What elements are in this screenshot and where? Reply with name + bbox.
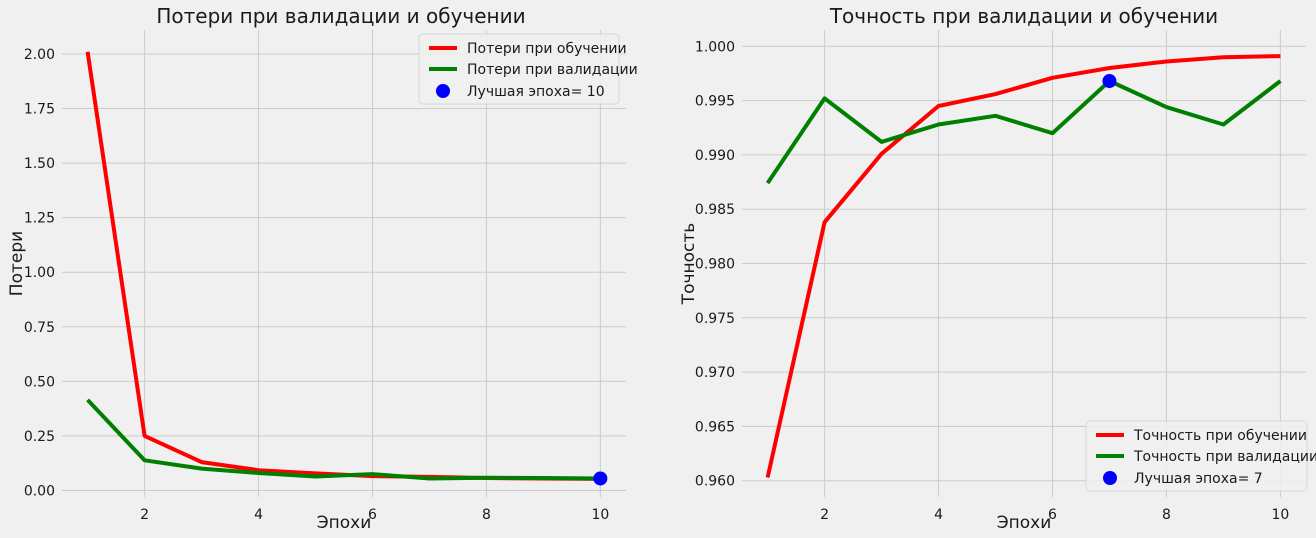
y-tick-label: 0.990: [695, 148, 735, 164]
legend-label: Точность при обучении: [1133, 428, 1307, 444]
x-tick-label: 10: [1271, 507, 1289, 523]
y-tick-label: 0.00: [24, 483, 55, 499]
y-tick-label: 0.965: [695, 419, 735, 435]
x-tick-label: 10: [591, 507, 609, 523]
y-axis-label: Точность: [679, 223, 699, 306]
legend-box: [1085, 420, 1308, 492]
legend-label: Лучшая эпоха= 7: [1134, 471, 1263, 487]
accuracy-chart: 2 4 6 8 10 0.960 0.965 0.970 0.975 0.980 0.985 0.99…: [679, 4, 1316, 533]
loss-chart: 2 4 6 8 10 0.00 0.25 0.50 0.75 1.00 1.25 1.50 1.75 2.…: [7, 4, 638, 533]
x-tick-label: 2: [820, 507, 829, 523]
x-tick-label: 2: [140, 507, 149, 523]
y-tick-label: 0.75: [24, 320, 55, 336]
y-tick-label: 0.960: [695, 474, 735, 490]
y-tick-label: 0.50: [24, 374, 55, 390]
legend-label: Точность при валидации: [1133, 449, 1316, 465]
y-tick-label: 0.980: [695, 257, 735, 273]
chart-title: Потери при валидации и обучении: [156, 4, 525, 28]
legend: Точность при обучении Точность при валида…: [1085, 420, 1316, 492]
legend-label: Лучшая эпоха= 10: [467, 84, 605, 100]
legend-label: Потери при обучении: [467, 41, 627, 57]
series-line-validation: [765, 79, 1282, 185]
x-axis-label: Эпохи: [317, 513, 372, 533]
y-tick-label: 2.00: [24, 47, 55, 63]
y-tick-label: 0.25: [24, 429, 55, 445]
y-tick-label: 0.995: [695, 94, 735, 110]
x-axis-label: Эпохи: [997, 513, 1052, 533]
series-line-train: [85, 51, 601, 481]
x-tick-label: 4: [254, 507, 263, 523]
y-tick-label: 0.985: [695, 202, 735, 218]
x-tick-label: 8: [1162, 507, 1171, 523]
best-epoch-marker: [593, 471, 608, 486]
legend-marker-swatch: [436, 84, 450, 98]
y-axis-label: Потери: [7, 231, 27, 296]
chart-title: Точность при валидации и обучении: [829, 4, 1218, 28]
y-tick-label: 1.50: [24, 156, 55, 172]
x-tick-label: 8: [482, 507, 491, 523]
y-tick-label: 1.00: [24, 265, 55, 281]
legend: Потери при обучении Потери при валидации Л…: [418, 33, 638, 105]
legend-marker-swatch: [1103, 471, 1117, 485]
y-tick-label: 1.000: [695, 39, 735, 55]
x-tick-label: 4: [934, 507, 943, 523]
x-tick-label: 6: [1048, 507, 1057, 523]
y-tick-label: 1.25: [24, 211, 55, 227]
series-line-validation: [86, 398, 601, 481]
series-line-train: [765, 54, 1281, 478]
y-tick-label: 0.970: [695, 365, 735, 381]
y-tick-label: 1.75: [24, 102, 55, 118]
legend-label: Потери при валидации: [467, 62, 638, 78]
x-tick-label: 6: [368, 507, 377, 523]
best-epoch-marker: [1102, 74, 1117, 89]
legend-box: [418, 33, 620, 105]
y-tick-label: 0.975: [695, 311, 735, 327]
